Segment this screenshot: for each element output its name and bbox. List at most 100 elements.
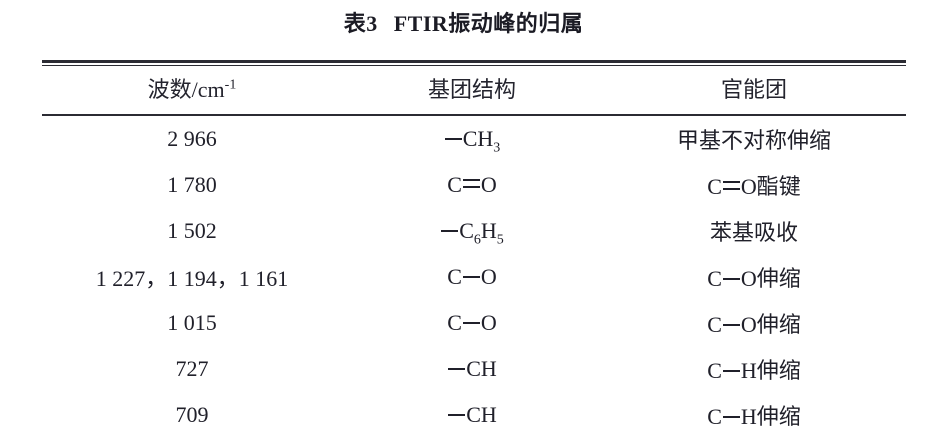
column-header-group-structure: 基团结构 [342,66,602,114]
table-header-row: 波数/cm-1 基团结构 官能团 [42,66,906,114]
column-header-functional-group: 官能团 [602,66,906,114]
table-row: 1 227，1 194，1 161 C O C O伸缩 [42,254,906,300]
single-bond-glyph [448,367,466,370]
wavenumber-value: 1 502 [167,218,217,243]
group-structure-formula: CH3 [444,126,501,156]
formula-atom: C [707,174,722,199]
table-row: 1 015 C O C O伸缩 [42,300,906,346]
ftir-assignment-table: 波数/cm-1 基团结构 官能团 [42,66,906,114]
functional-group-label: 苯基吸收 [709,220,798,245]
formula-atom: O [480,172,497,197]
wavenumber-value: 2 966 [167,126,217,151]
single-bond-glyph [722,415,740,418]
wavenumber-value: 727 [175,356,209,381]
table-header-rule [42,114,906,116]
formula-atom: O [740,174,757,199]
column-header-wavenumber-label: 波数/cm [147,77,225,102]
functional-group-label: 伸缩 [756,266,801,291]
functional-group-label: 伸缩 [756,312,801,337]
functional-group-value: C H伸缩 [707,399,801,431]
formula-subscript: 3 [493,140,501,156]
table-body: 2 966 CH3 甲基不对称伸缩 1 780 C O C O酯键 1 502 C6H5 苯基吸收 1… [42,116,906,432]
table-row: 1 502 C6H5 苯基吸收 [42,208,906,254]
cell-group-structure: CH3 [342,116,602,162]
formula-atom: O [740,266,757,291]
wavenumber-value: 1 015 [167,310,217,335]
functional-group-label: 酯键 [756,174,801,199]
cell-functional-group: C O伸缩 [602,300,906,346]
cell-functional-group: 甲基不对称伸缩 [602,116,906,162]
formula-atom: CH [466,356,497,381]
single-bond-glyph [444,137,462,140]
cell-functional-group: C O伸缩 [602,254,906,300]
functional-group-value: C O伸缩 [707,307,801,339]
formula-atom: O [480,310,497,335]
cell-functional-group: C H伸缩 [602,392,906,432]
formula-atom: C [707,312,722,337]
double-bond-glyph [722,181,740,191]
functional-group-value: C H伸缩 [707,353,801,385]
single-bond-glyph [722,369,740,372]
single-bond-glyph [448,413,466,416]
cell-wavenumber: 1 502 [42,208,342,254]
formula-atom: C [447,264,462,289]
table-row: 2 966 CH3 甲基不对称伸缩 [42,116,906,162]
single-bond-glyph [462,275,480,278]
functional-group-label: 甲基不对称伸缩 [676,128,831,153]
column-header-group-structure-label: 基团结构 [427,77,516,102]
group-structure-formula: C6H5 [440,218,504,248]
formula-atom: C [447,310,462,335]
cell-wavenumber: 1 780 [42,162,342,208]
single-bond-glyph [441,229,459,232]
formula-atom: C [707,266,722,291]
functional-group-label: 伸缩 [756,358,801,383]
table-caption-text: FTIR振动峰的归属 [393,11,584,36]
column-header-wavenumber-exponent: -1 [224,77,237,93]
functional-group-label: 伸缩 [756,404,801,429]
formula-atom: H [740,404,757,429]
formula-atom: O [480,264,497,289]
cell-wavenumber: 2 966 [42,116,342,162]
single-bond-glyph [462,321,480,324]
formula-atom: CH [466,402,497,427]
table-caption-label: 表3 [343,11,378,36]
table-row: 709 CH C H伸缩 [42,392,906,432]
formula-atom: H [480,218,497,243]
cell-wavenumber: 1 015 [42,300,342,346]
formula-atom: C [707,404,722,429]
table-caption: 表3 FTIR振动峰的归属 [0,6,927,38]
formula-subscript: 6 [473,232,481,248]
formula-atom: C [447,172,462,197]
functional-group-value: 甲基不对称伸缩 [677,123,831,155]
formula-atom: C [707,358,722,383]
cell-functional-group: C H伸缩 [602,346,906,392]
formula-atom: O [740,312,757,337]
cell-group-structure: CH [342,346,602,392]
functional-group-value: C O酯键 [707,169,801,201]
double-bond-glyph [462,179,480,189]
table-container: 波数/cm-1 基团结构 官能团 2 966 CH3 甲基不对称伸缩 1 780 C O C… [42,60,906,432]
formula-atom: C [459,218,474,243]
cell-group-structure: C6H5 [342,208,602,254]
formula-atom: H [740,358,757,383]
wavenumber-value: 1 227，1 194，1 161 [95,266,289,291]
formula-subscript: 5 [496,232,504,248]
formula-atom: CH [462,126,494,151]
wavenumber-value: 1 780 [167,172,217,197]
functional-group-value: 苯基吸收 [710,215,798,247]
table-head: 波数/cm-1 基团结构 官能团 [42,66,906,114]
cell-wavenumber: 727 [42,346,342,392]
single-bond-glyph [722,323,740,326]
cell-wavenumber: 1 227，1 194，1 161 [42,254,342,300]
table-top-rule [42,60,906,66]
cell-wavenumber: 709 [42,392,342,432]
cell-functional-group: C O酯键 [602,162,906,208]
table-row: 727 CH C H伸缩 [42,346,906,392]
